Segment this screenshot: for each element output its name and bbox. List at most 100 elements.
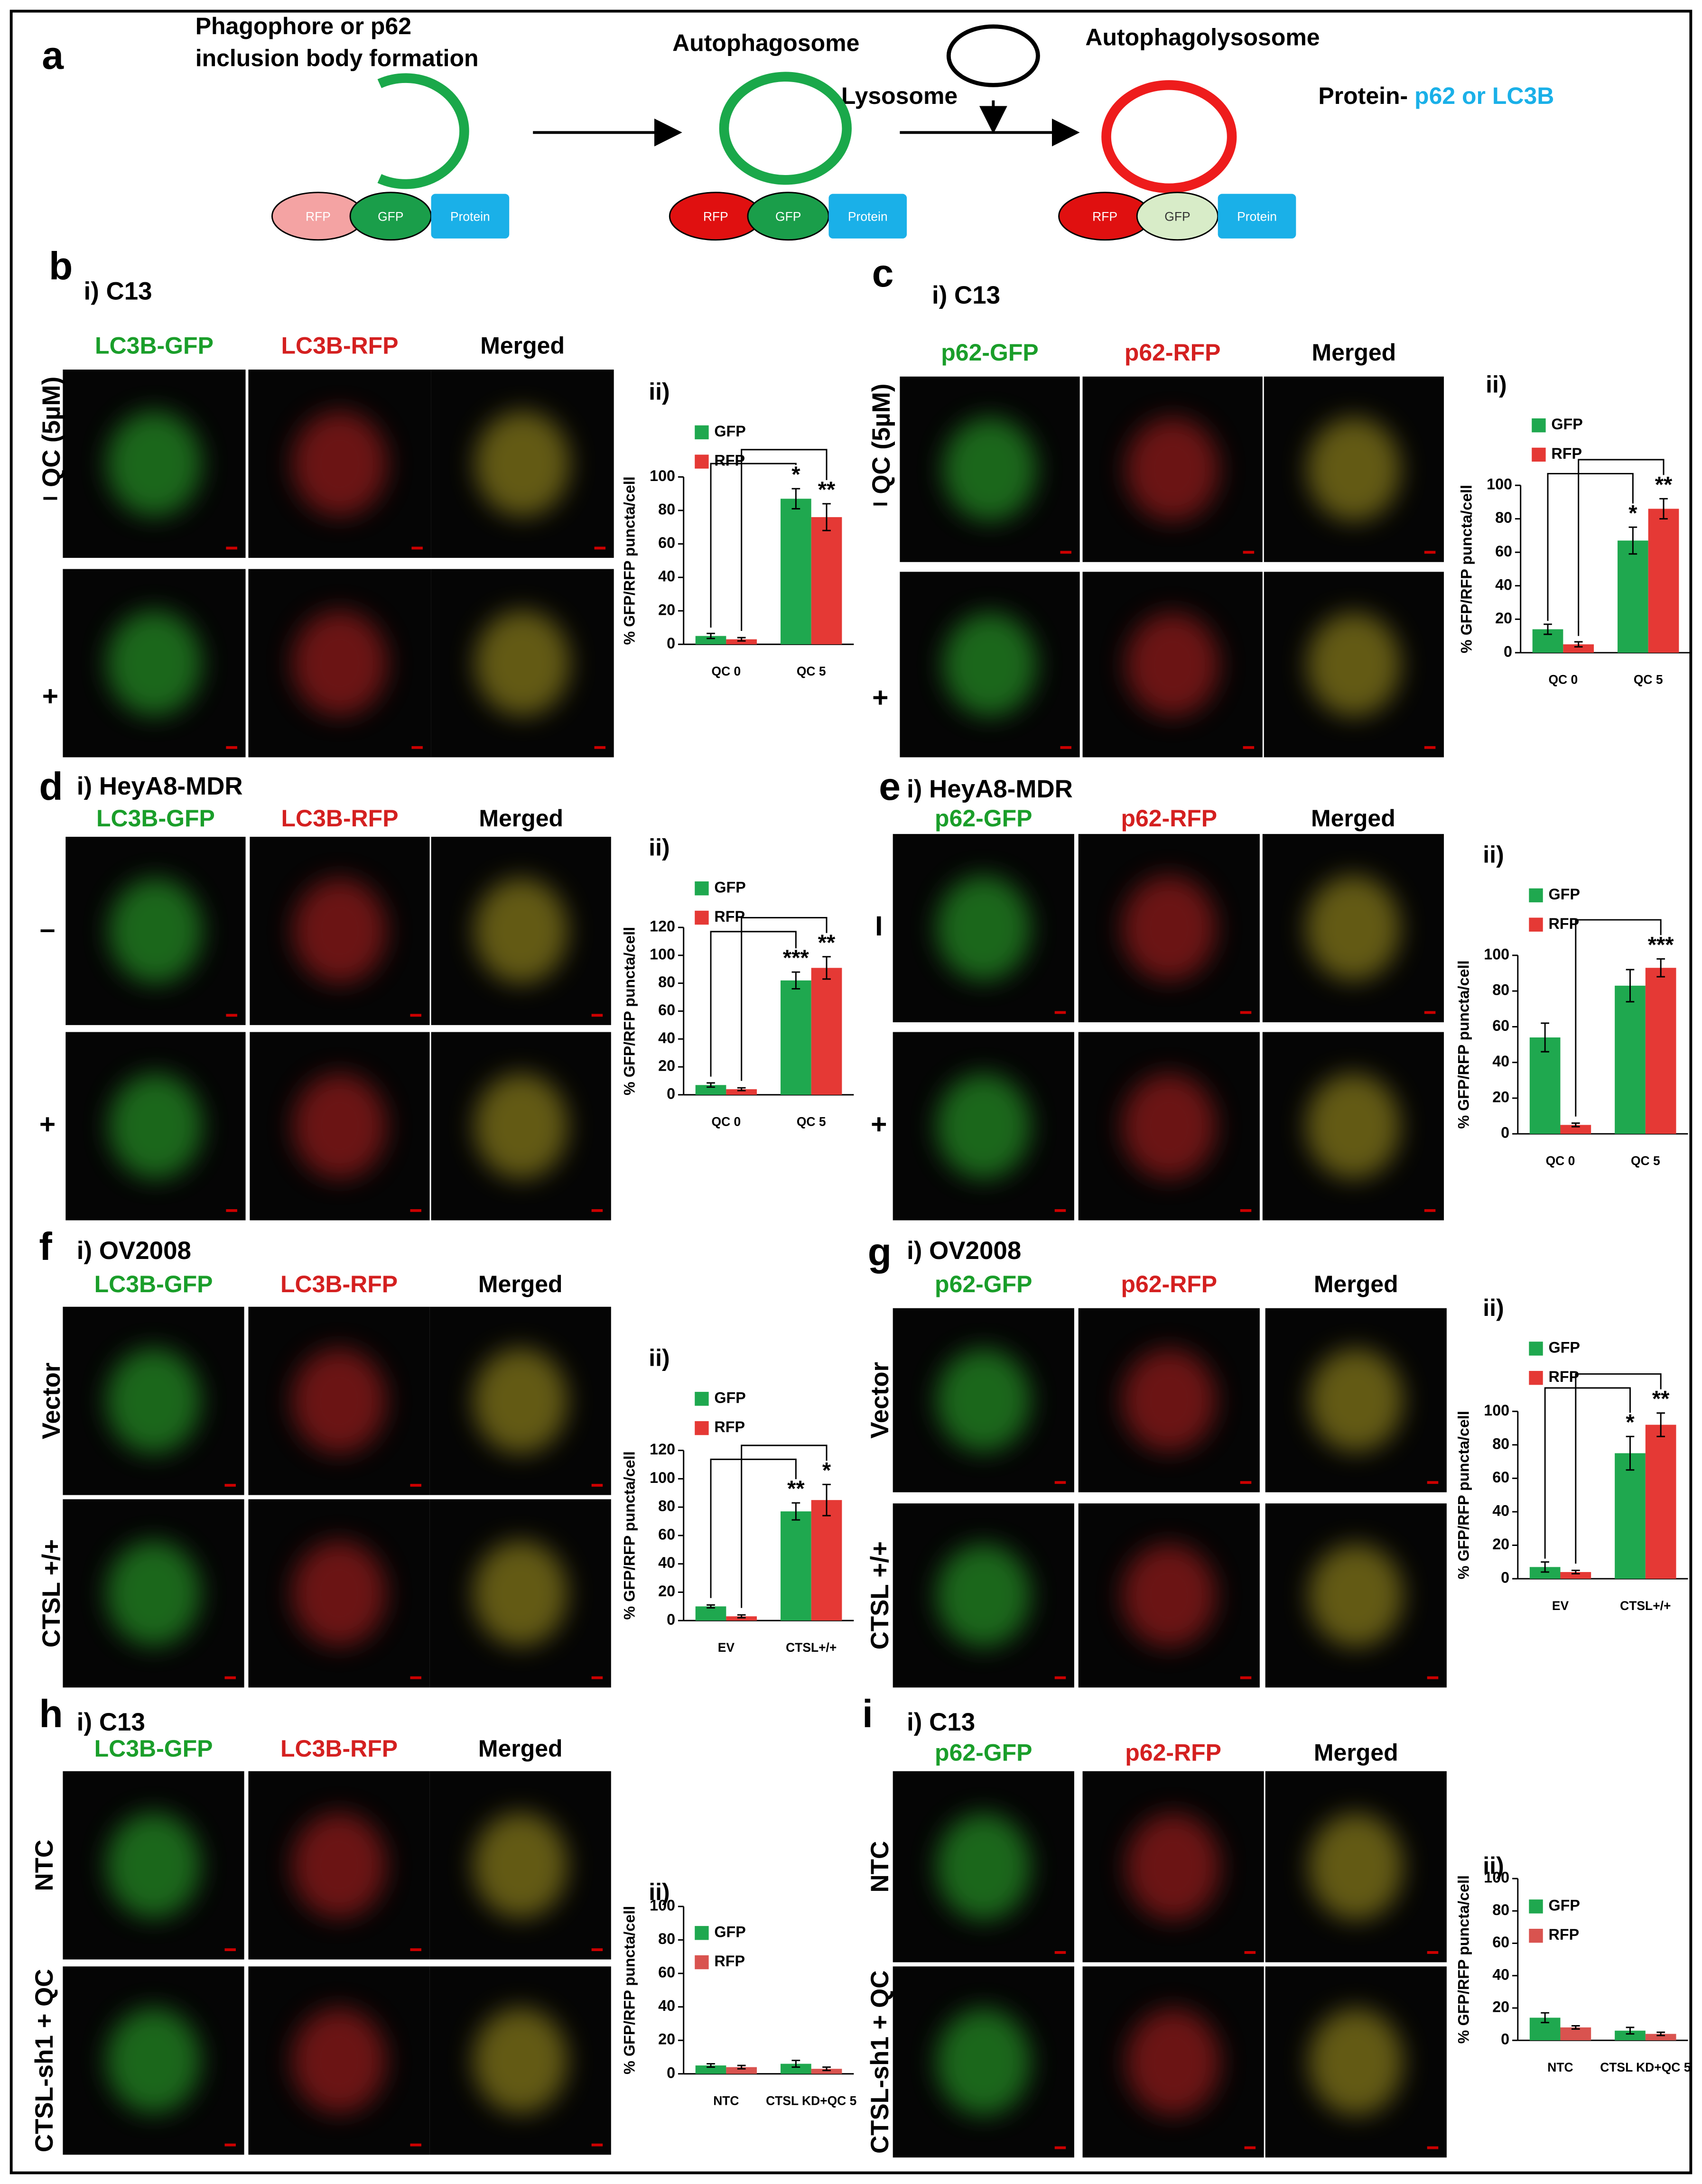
legend-swatch	[695, 1926, 709, 1940]
bar	[1645, 2034, 1676, 2041]
step-label: Autophagosome	[672, 29, 859, 56]
panel-a: a Phagophore or p62 inclusion body forma…	[42, 13, 1554, 194]
y-tick-label: 40	[658, 568, 675, 585]
error-bar	[791, 971, 800, 990]
bar	[781, 980, 811, 1095]
step-label: Phagophore or p62	[195, 13, 411, 39]
y-tick-label: 80	[1492, 1435, 1509, 1452]
error-bar	[822, 956, 831, 980]
channel-header: Merged	[478, 1735, 563, 1762]
y-tick-label: 80	[1492, 1901, 1509, 1918]
domain-label: GFP	[1164, 210, 1190, 224]
scale-bar	[1054, 1011, 1066, 1014]
legend-swatch	[695, 454, 709, 469]
scale-bar	[410, 1484, 421, 1487]
y-tick-label: 20	[658, 2031, 675, 2048]
significance: *	[1626, 1409, 1635, 1434]
cell-signal	[106, 1540, 201, 1647]
bar	[1563, 644, 1594, 653]
bar	[1645, 1425, 1676, 1579]
bar	[1560, 1125, 1591, 1134]
x-tick-label: QC 5	[1631, 1154, 1660, 1168]
error-bar	[1656, 1412, 1665, 1437]
y-tick-label: 80	[658, 501, 675, 518]
y-axis-label: % GFP/RFP puncta/cell	[621, 1451, 638, 1619]
scale-bar	[1054, 1951, 1066, 1954]
y-tick-label: 40	[1492, 1053, 1509, 1070]
domain-label: RFP	[703, 210, 728, 224]
cell-signal	[1126, 2008, 1221, 2116]
y-tick-label: 40	[658, 1997, 675, 2014]
domain-label: Protein	[848, 210, 888, 224]
channel-header: p62-GFP	[935, 805, 1032, 832]
y-axis-label: % GFP/RFP puncta/cell	[1455, 960, 1472, 1129]
significance: **	[1652, 1386, 1670, 1411]
cell-signal	[1309, 1544, 1404, 1647]
cell-signal	[106, 2008, 201, 2113]
y-tick-label: 0	[667, 1085, 675, 1102]
legend-swatch	[1529, 1928, 1543, 1943]
panel-b: b i) C13 LC3B-GFP LC3B-RFP Merged – + QC (5µM)	[37, 244, 614, 758]
channel-header: p62-GFP	[935, 1271, 1032, 1297]
y-tick-label: 40	[658, 1029, 675, 1046]
legend-swatch	[1529, 917, 1543, 932]
domain-label: RFP	[1092, 210, 1117, 224]
y-tick-label: 60	[1492, 1469, 1509, 1486]
bar-chart: ii) % GFP/RFP puncta/cell 0 20 40 60 80 100 NTC C…	[1455, 1852, 1691, 2074]
phagophore	[377, 73, 469, 189]
y-tick-label: 20	[1495, 610, 1512, 627]
scale-bar	[591, 1676, 603, 1679]
cell-signal	[1126, 1813, 1221, 1920]
significance: ***	[783, 945, 809, 970]
x-tick-label: QC 0	[1548, 673, 1578, 687]
significance-bracket	[710, 1458, 797, 1598]
row-label: CTSL +/+	[866, 1541, 894, 1649]
legend-label: RFP	[714, 908, 745, 925]
error-bar	[707, 632, 715, 639]
y-tick-label: 0	[1501, 1124, 1509, 1141]
y-tick-label: 0	[667, 2064, 675, 2081]
bar-chart: ii) % GFP/RFP puncta/cell 0 20 40 60 80 100 120 Q…	[621, 834, 854, 1129]
channel-header: p62-GFP	[941, 339, 1038, 366]
scale-bar	[1240, 1011, 1252, 1014]
error-bar	[1656, 2031, 1665, 2036]
panel-f: f i) OV2008 LC3B-GFP LC3B-RFP Merged Vector CT…	[37, 1225, 611, 1688]
scale-bar	[1243, 551, 1255, 554]
bar	[1615, 1453, 1646, 1579]
domain-label: GFP	[775, 210, 801, 224]
scale-bar	[1427, 1951, 1439, 1954]
legend-label: GFP	[714, 423, 745, 440]
domain-label: GFP	[378, 210, 403, 224]
channel-header: p62-RFP	[1121, 1271, 1217, 1297]
significance-bracket	[1575, 1373, 1662, 1564]
panel-letter: h	[39, 1692, 63, 1736]
scale-bar	[1243, 746, 1255, 749]
significance-bracket	[710, 463, 797, 628]
y-tick-label: 40	[1492, 1966, 1509, 1983]
protein-label: Protein- p62 or LC3B	[1318, 83, 1554, 109]
bar	[781, 1511, 811, 1621]
row-label: Vector	[866, 1362, 894, 1439]
bar	[811, 2069, 842, 2074]
step-label: Autophagolysosome	[1085, 24, 1320, 51]
y-axis-label: % GFP/RFP puncta/cell	[1455, 1411, 1472, 1579]
cell-signal	[109, 878, 203, 984]
y-tick-label: 120	[650, 1441, 675, 1458]
bar	[781, 2064, 811, 2074]
row-label: CTSL-sh1 + QC	[866, 1970, 894, 2154]
error-bar	[1541, 2012, 1549, 2024]
protein-names: p62 or LC3B	[1414, 83, 1554, 109]
legend-swatch	[695, 1392, 709, 1406]
significance-bracket	[1575, 919, 1662, 1117]
row-label: NTC	[30, 1840, 58, 1891]
panel-c: c i) C13 p62-GFP p62-RFP Merged – + QC (5µM)	[867, 251, 1444, 758]
significance-bracket	[741, 449, 828, 631]
lysosome	[946, 24, 1040, 87]
legend-label: GFP	[1548, 886, 1580, 903]
scale-bar	[1054, 1209, 1066, 1212]
cell-signal	[475, 411, 570, 517]
significance: *	[791, 462, 800, 487]
x-tick-label: QC 5	[1634, 673, 1663, 687]
scale-bar	[1240, 1676, 1252, 1679]
